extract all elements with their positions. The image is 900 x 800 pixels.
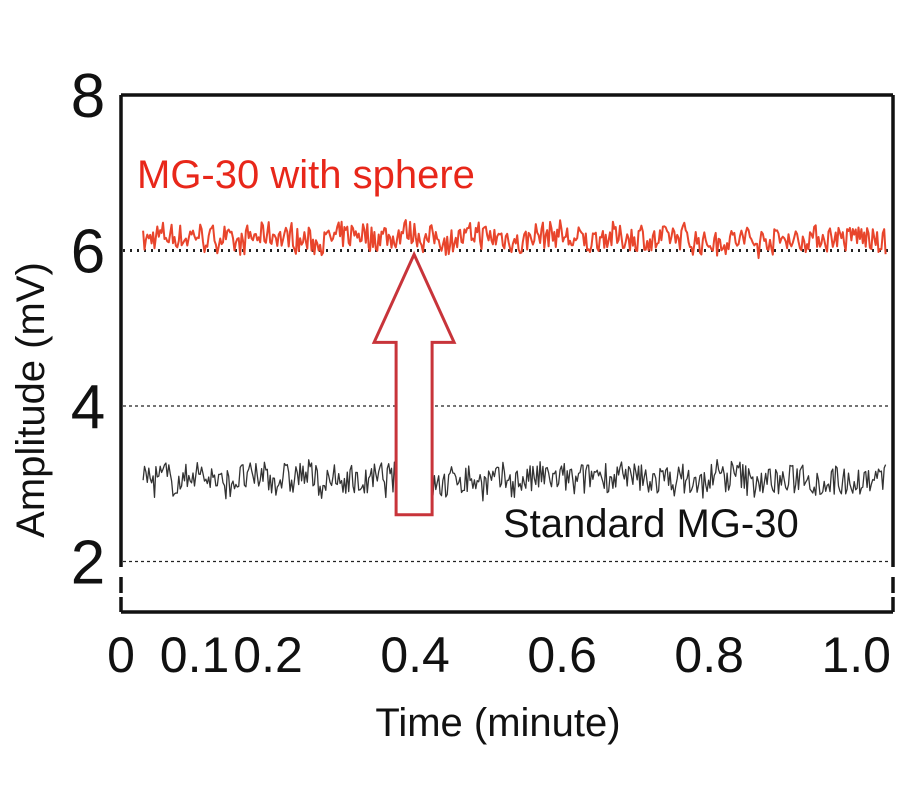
- up-arrow: [371, 250, 457, 517]
- x-tick-label: 0: [107, 627, 135, 683]
- plot-frame: [119, 93, 895, 614]
- x-axis-label: Time (minute): [375, 701, 620, 745]
- annotation-standard-mg30: Standard MG-30: [503, 502, 799, 546]
- arrow-layer: [371, 250, 457, 517]
- y-tick-label: 8: [71, 62, 105, 131]
- reference-lines: [123, 248, 891, 563]
- x-tick-label: 0.8: [674, 627, 744, 683]
- y-tick-label: 6: [71, 217, 105, 286]
- x-tick-label: 0.4: [380, 627, 450, 683]
- x-tick-label: 1.0: [821, 627, 891, 683]
- x-tick-label: 0.1: [160, 627, 230, 683]
- series-layer: [142, 219, 887, 502]
- series-line-mg30-with-sphere: [142, 219, 887, 260]
- x-tick-label: 0.2: [233, 627, 303, 683]
- y-tick-label: 4: [71, 373, 105, 442]
- y-axis-label: Amplitude (mV): [9, 262, 53, 538]
- x-tick-label: 0.6: [527, 627, 597, 683]
- y-tick-label: 2: [71, 528, 105, 597]
- series-line-standard-mg30: [142, 458, 887, 502]
- tick-layer: 0 0.1 0.2 0.4 0.6 0.8 1.0 2 4 6 8: [71, 62, 891, 683]
- annotation-mg30-sphere: MG-30 with sphere: [137, 153, 475, 197]
